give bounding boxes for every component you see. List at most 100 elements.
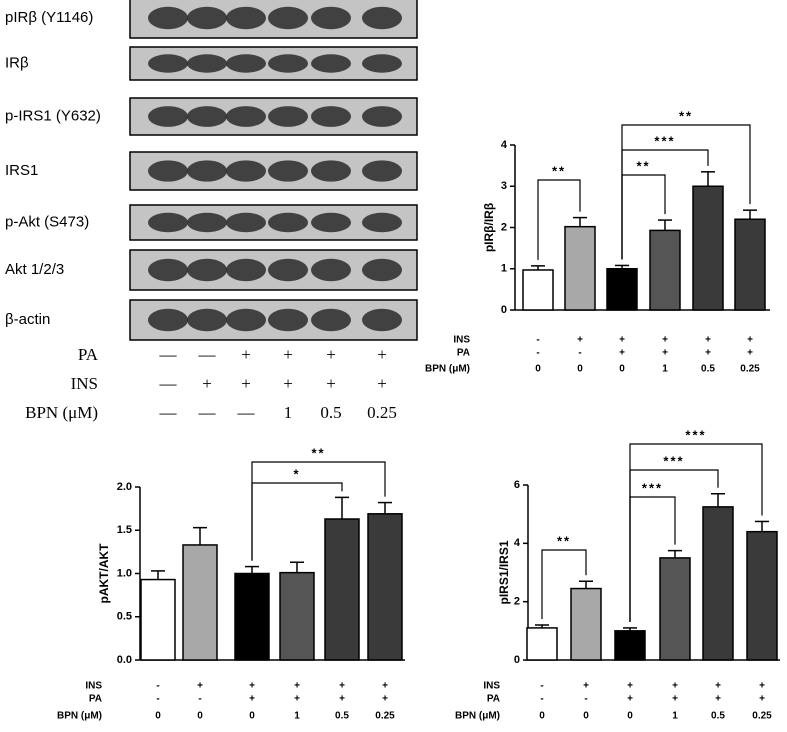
condition-cell: - (540, 694, 543, 705)
blot-band (311, 212, 351, 233)
condition-cell: + (627, 681, 633, 692)
y-axis-label: pAKT/AKT (97, 543, 111, 604)
condition-cell: + (197, 681, 203, 692)
y-tick-label: 1.0 (117, 567, 132, 579)
condition-cell: + (662, 335, 668, 346)
treatment-label: BPN (μM) (25, 403, 98, 422)
significance-bracket (251, 461, 386, 561)
y-tick-label: 1 (501, 263, 507, 275)
significance-label: ** (636, 158, 650, 173)
blot-label: p-Akt (S473) (5, 213, 89, 230)
condition-cell: + (705, 335, 711, 346)
y-tick-label: 4 (501, 139, 508, 151)
condition-cell: + (382, 681, 388, 692)
condition-label: PA (487, 694, 500, 705)
blot-band (362, 160, 402, 182)
treatment-cell: — (198, 345, 217, 364)
blot-band (187, 106, 227, 127)
y-tick-label: 0 (514, 654, 520, 666)
blot-band (226, 54, 266, 73)
condition-cell: + (747, 348, 753, 359)
condition-cell: 1 (294, 711, 300, 722)
blot-band (268, 308, 308, 332)
bar (367, 513, 403, 661)
blot-band (226, 6, 266, 30)
blot-label: p-IRS1 (Y632) (5, 107, 101, 124)
condition-cell: 0.25 (375, 711, 395, 722)
condition-cell: 0.5 (335, 711, 349, 722)
condition-cell: + (619, 348, 625, 359)
condition-cell: - (584, 694, 587, 705)
y-axis-label: pIRS1/IRS1 (497, 540, 511, 604)
blot-band (187, 212, 227, 233)
condition-cell: - (536, 335, 539, 346)
bar (659, 557, 691, 661)
blot-label: β-actin (5, 311, 50, 328)
condition-cell: + (747, 335, 753, 346)
y-tick-label: 0 (501, 304, 507, 316)
condition-cell: + (672, 694, 678, 705)
y-tick-label: 0.5 (117, 611, 132, 623)
condition-cell: 0 (577, 364, 583, 375)
condition-cell: 0 (539, 711, 545, 722)
significance-bracket (629, 443, 763, 622)
condition-cell: - (540, 681, 543, 692)
condition-cell: 0 (627, 711, 633, 722)
condition-cell: 1 (672, 711, 678, 722)
y-tick-label: 2 (501, 221, 507, 233)
bar (734, 218, 766, 311)
condition-cell: + (715, 694, 721, 705)
condition-cell: + (249, 681, 255, 692)
condition-cell: 0 (155, 711, 161, 722)
condition-label: INS (483, 681, 500, 692)
bar (570, 587, 602, 661)
blot-band (187, 54, 227, 73)
condition-label: BPN (μM) (455, 711, 500, 722)
condition-cell: + (715, 681, 721, 692)
treatment-cell: + (326, 345, 336, 364)
treatment-cell: 1 (284, 403, 293, 422)
blot-band (148, 160, 188, 182)
y-axis-label: pIRβ/IRβ (482, 203, 496, 252)
bar (746, 530, 778, 661)
condition-cell: 0.25 (752, 711, 772, 722)
treatment-cell: + (241, 374, 251, 393)
condition-cell: + (382, 694, 388, 705)
condition-label: PA (89, 694, 102, 705)
blot-band (187, 258, 227, 282)
condition-cell: + (619, 335, 625, 346)
significance-label: ** (552, 163, 566, 178)
blot-band (268, 258, 308, 282)
treatment-cell: + (202, 374, 212, 393)
bar (614, 630, 646, 661)
condition-cell: + (672, 681, 678, 692)
blot-band (362, 308, 402, 332)
significance-label: *** (685, 427, 706, 442)
blot-band (148, 308, 188, 332)
blot-band (311, 160, 351, 182)
treatment-cell: + (326, 374, 336, 393)
blot-label: pIRβ (Y1146) (5, 9, 93, 26)
blot-band (226, 160, 266, 182)
bar (692, 185, 724, 311)
blot-band (311, 54, 351, 73)
significance-bracket (541, 549, 587, 619)
condition-cell: 0 (583, 711, 589, 722)
condition-cell: + (249, 694, 255, 705)
condition-cell: + (294, 694, 300, 705)
treatment-cell: + (241, 345, 251, 364)
blot-band (187, 6, 227, 30)
significance-label: *** (654, 133, 675, 148)
bar (649, 229, 681, 311)
condition-cell: + (339, 694, 345, 705)
condition-cell: 0 (535, 364, 541, 375)
bar (606, 268, 638, 311)
blot-band (311, 6, 351, 30)
significance-label: *** (642, 480, 663, 495)
condition-cell: 0.25 (740, 364, 760, 375)
treatment-cell: — (237, 403, 256, 422)
blot-band (268, 106, 308, 127)
bar (526, 627, 558, 661)
condition-label: BPN (μM) (425, 364, 470, 375)
